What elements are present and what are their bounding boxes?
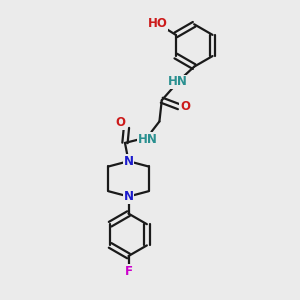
Text: HO: HO bbox=[148, 17, 167, 31]
Text: N: N bbox=[124, 155, 134, 168]
Text: HN: HN bbox=[168, 76, 188, 88]
Text: HN: HN bbox=[138, 133, 158, 146]
Text: O: O bbox=[115, 116, 125, 129]
Text: F: F bbox=[124, 265, 133, 278]
Text: N: N bbox=[124, 190, 134, 203]
Text: O: O bbox=[180, 100, 190, 113]
